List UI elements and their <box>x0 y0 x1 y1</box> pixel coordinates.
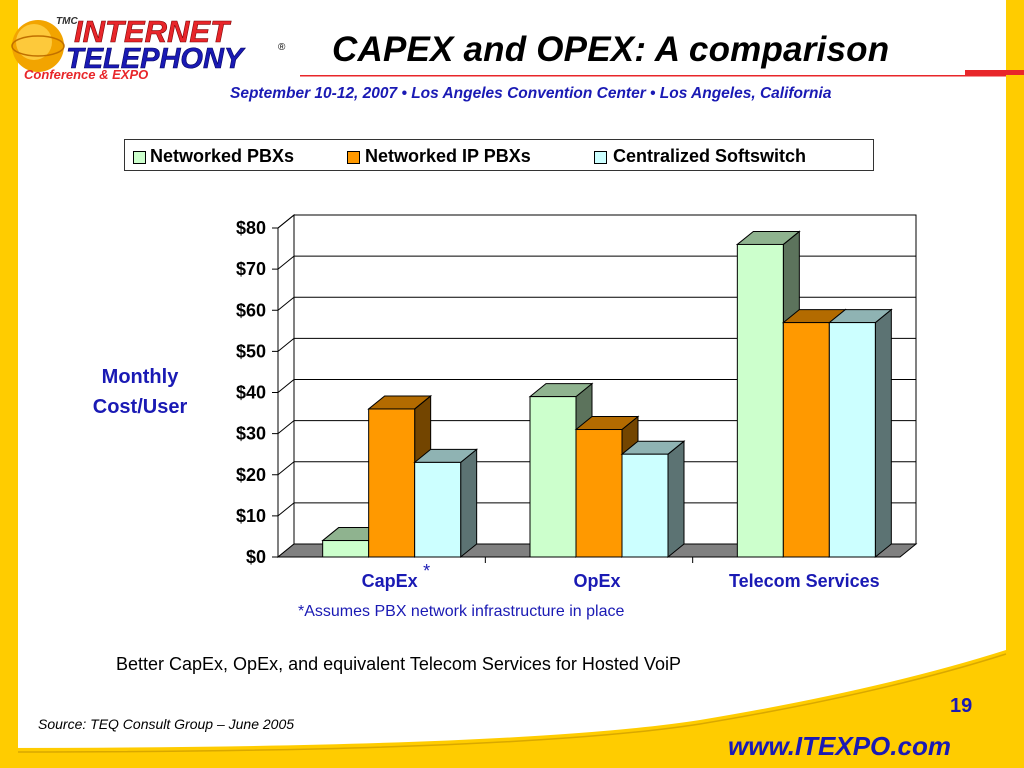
x-tick-label: Telecom Services <box>729 571 880 591</box>
bar-side-2-2 <box>874 308 892 559</box>
bar-1-0 <box>529 396 577 558</box>
legend-label-1: Networked PBXs <box>150 146 295 166</box>
slide-subtitle: September 10-12, 2007 • Los Angeles Conv… <box>230 85 832 102</box>
page-number: 19 <box>950 695 973 717</box>
logo-line3: Conference & EXPO <box>24 67 148 82</box>
source-note: Source: TEQ Consult Group – June 2005 <box>38 716 295 732</box>
bar-1-1 <box>575 429 623 558</box>
gridline-side <box>277 379 295 393</box>
y-tick-label: $30 <box>236 424 266 444</box>
bar-0-0 <box>322 540 370 558</box>
legend-swatch-2 <box>347 151 360 164</box>
bar-2-2 <box>828 322 876 558</box>
bar-side-0-2 <box>460 448 478 559</box>
y-tick-label: $70 <box>236 259 266 279</box>
legend-label-2: Networked IP PBXs <box>365 146 531 166</box>
y-tick-label: $20 <box>236 465 266 485</box>
x-tick-marker: * <box>423 561 430 581</box>
y-tick-label: $60 <box>236 300 266 320</box>
gridline-side <box>277 296 295 311</box>
logo-badge: TMC <box>56 16 78 27</box>
gridline-side <box>277 461 295 476</box>
y-tick-label: $80 <box>236 218 266 238</box>
website-link[interactable]: www.ITEXPO.com <box>728 731 951 761</box>
y-axis-label-line2: Cost/User <box>92 396 188 418</box>
bar-1-2 <box>621 453 669 558</box>
x-tick-label: CapEx <box>362 571 418 591</box>
gridline-side <box>277 214 295 229</box>
y-tick-label: $40 <box>236 383 266 403</box>
legend-label-3: Centralized Softswitch <box>613 146 807 166</box>
logo-line1: INTERNET <box>74 14 232 49</box>
x-tick-label: OpEx <box>573 571 620 591</box>
gridline-side <box>277 337 295 352</box>
caption: Better CapEx, OpEx, and equivalent Telec… <box>116 654 681 674</box>
bar-2-0 <box>736 243 784 558</box>
bottom-swoosh-edge <box>17 653 1007 753</box>
logo-registered: ® <box>278 42 286 53</box>
bar-0-1 <box>368 408 416 558</box>
bar-side-1-2 <box>667 440 685 559</box>
bottom-swoosh <box>0 640 1024 768</box>
header-red-rule <box>965 70 1024 75</box>
logo: TMC INTERNET TELEPHONY ® Conference & EX… <box>11 14 286 82</box>
header-rule <box>300 75 1006 77</box>
y-axis-label: Monthly Cost/User <box>80 362 200 422</box>
y-tick-label: $0 <box>246 547 266 567</box>
chart-legend: Networked PBXs Networked IP PBXs Central… <box>124 139 874 171</box>
gridline-side <box>277 420 295 435</box>
y-axis-label-line1: Monthly <box>101 366 179 388</box>
legend-swatch-3 <box>594 151 607 164</box>
slide-title: CAPEX and OPEX: A comparison <box>332 30 890 69</box>
gridline-side <box>277 255 295 270</box>
bar-0-2 <box>414 461 462 558</box>
legend-swatch-1 <box>133 151 146 164</box>
footnote: *Assumes PBX network infrastructure in p… <box>298 603 625 620</box>
gridline-side <box>277 502 295 517</box>
bar-2-1 <box>782 322 830 558</box>
logo-line2: TELEPHONY <box>66 43 246 75</box>
y-tick-label: $10 <box>236 506 266 526</box>
y-tick-label: $50 <box>236 341 266 361</box>
left-border <box>0 0 18 768</box>
right-border <box>1006 0 1024 768</box>
